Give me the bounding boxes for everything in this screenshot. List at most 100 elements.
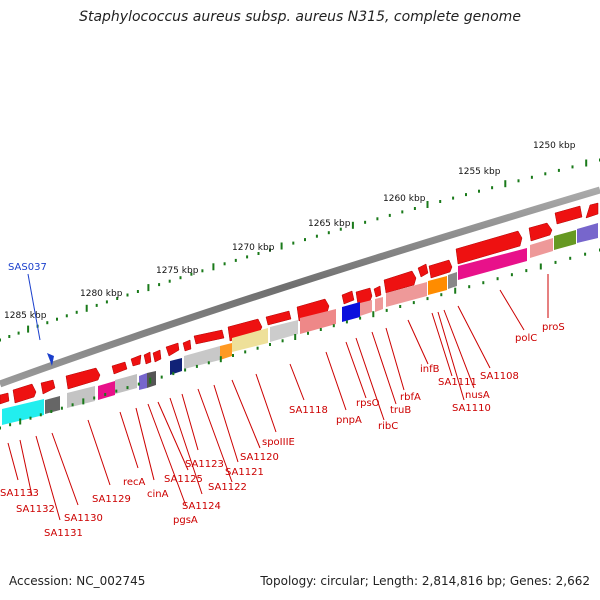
gene-label[interactable]: SA1121: [225, 467, 264, 478]
ruler-minor-tick: [75, 310, 78, 314]
inner-minor-tick: [307, 331, 309, 335]
ruler-minor-tick: [190, 272, 193, 276]
inner-minor-tick: [172, 372, 175, 376]
gene-label[interactable]: rpsO: [356, 398, 380, 409]
gene-label[interactable]: SA1118: [289, 405, 328, 416]
inner-major-tick: [294, 334, 297, 340]
gene-label[interactable]: SA1133: [0, 488, 39, 499]
ruler-minor-tick: [105, 300, 108, 304]
ruler-minor-tick: [223, 262, 226, 266]
ruler-minor-tick: [65, 314, 68, 318]
inner-minor-tick: [584, 252, 587, 256]
ruler-minor-tick: [95, 303, 98, 307]
gene-label[interactable]: ribC: [378, 421, 398, 432]
ruler-minor-tick: [439, 200, 442, 203]
inner-major-tick: [149, 377, 152, 384]
inner-minor-tick: [510, 273, 513, 277]
inner-minor-tick: [269, 343, 271, 346]
topology-text: Topology: circular; Length: 2,814,816 bp…: [260, 574, 590, 588]
gene-label[interactable]: SA1111: [438, 377, 477, 388]
gene-label[interactable]: SA1120: [240, 452, 279, 463]
inner-minor-tick: [126, 386, 129, 390]
ruler-major-tick: [212, 263, 215, 271]
ruler-minor-tick: [201, 269, 204, 273]
gene-label[interactable]: recA: [123, 477, 146, 488]
ruler-minor-tick: [56, 317, 58, 321]
inner-minor-tick: [0, 426, 1, 430]
ruler-minor-tick: [8, 335, 11, 338]
ruler-minor-tick: [0, 338, 1, 342]
ruler-label-1255: 1255 kbp: [458, 167, 501, 177]
gene-label[interactable]: infB: [420, 364, 440, 375]
ruler-major-tick: [351, 221, 354, 229]
inner-minor-tick: [137, 382, 140, 386]
gene-label[interactable]: SA1110: [452, 403, 491, 414]
inner-minor-tick: [93, 396, 96, 400]
ruler-minor-tick: [158, 283, 161, 287]
highlight-leader-line: [27, 273, 41, 341]
ruler-minor-tick: [413, 207, 416, 210]
inner-minor-tick: [412, 301, 415, 305]
gene-label[interactable]: polC: [515, 333, 537, 344]
gene-label[interactable]: SA1130: [64, 513, 103, 524]
gene-label[interactable]: proS: [542, 322, 565, 333]
gene-labels: SA1133 SA1132 SA1131 SA1130 SA1129 recA …: [0, 322, 565, 539]
accession-text: Accession: NC_002745: [9, 574, 146, 588]
ruler-label-1260: 1260 kbp: [383, 194, 426, 204]
gene-label[interactable]: SA1124: [182, 501, 221, 512]
gene-label[interactable]: SA1131: [44, 528, 83, 539]
highlight-gene-label[interactable]: SAS037: [8, 262, 47, 273]
gene-label[interactable]: SA1132: [16, 504, 55, 515]
ruler-major-tick: [504, 180, 507, 188]
ruler-minor-tick: [234, 258, 237, 262]
inner-minor-tick: [50, 410, 53, 413]
gene-label[interactable]: SA1122: [208, 482, 247, 493]
gene-label[interactable]: nusA: [465, 390, 490, 401]
gene-label[interactable]: rbfA: [400, 392, 421, 403]
genome-title: Staphylococcus aureus subsp. aureus N315…: [79, 9, 521, 25]
ruler-minor-tick: [530, 175, 533, 179]
ruler-minor-tick: [465, 193, 467, 197]
inner-minor-tick: [256, 346, 259, 350]
highlight-gene-marker[interactable]: [47, 353, 54, 366]
ruler-minor-tick: [116, 297, 119, 300]
ruler-label-1270: 1270 kbp: [232, 243, 275, 253]
gene-blocks-lower: [2, 223, 598, 425]
inner-ticks: [0, 248, 600, 430]
gene-label[interactable]: SA1129: [92, 494, 131, 505]
ruler-major-tick: [147, 284, 150, 292]
inner-minor-tick: [244, 350, 247, 354]
gene-label[interactable]: SA1123: [185, 459, 224, 470]
inner-minor-tick: [71, 403, 74, 407]
ruler-minor-tick: [168, 279, 171, 283]
ruler-minor-tick: [571, 165, 574, 169]
gene-label[interactable]: cinA: [147, 489, 169, 500]
gene-label[interactable]: spoIIIE: [262, 437, 295, 448]
inner-minor-tick: [359, 316, 362, 320]
inner-minor-tick: [440, 293, 443, 297]
gene-label[interactable]: SA1125: [164, 474, 203, 485]
inner-minor-tick: [160, 375, 163, 379]
inner-major-tick: [19, 418, 22, 425]
inner-major-tick: [372, 311, 375, 318]
gene-label[interactable]: SA1108: [480, 371, 519, 382]
inner-major-tick: [539, 263, 542, 270]
ruler-minor-tick: [544, 172, 547, 176]
ruler-minor-tick: [46, 321, 49, 325]
inner-minor-tick: [281, 339, 284, 343]
ruler-minor-tick: [452, 196, 455, 200]
inner-minor-tick: [60, 406, 63, 410]
ruler-minor-tick: [517, 179, 520, 183]
inner-minor-tick: [232, 354, 234, 357]
gene-label[interactable]: pgsA: [173, 515, 198, 526]
ruler-label-1285: 1285 kbp: [4, 311, 47, 321]
inner-minor-tick: [468, 285, 471, 289]
gene-leader-lines: [7, 274, 549, 521]
ruler-minor-tick: [246, 255, 249, 259]
ruler-label-1275: 1275 kbp: [156, 266, 199, 276]
gene-label[interactable]: pnpA: [336, 415, 362, 426]
ruler-minor-tick: [17, 331, 20, 335]
ruler-minor-tick: [292, 241, 295, 245]
gene-label[interactable]: truB: [390, 405, 411, 416]
